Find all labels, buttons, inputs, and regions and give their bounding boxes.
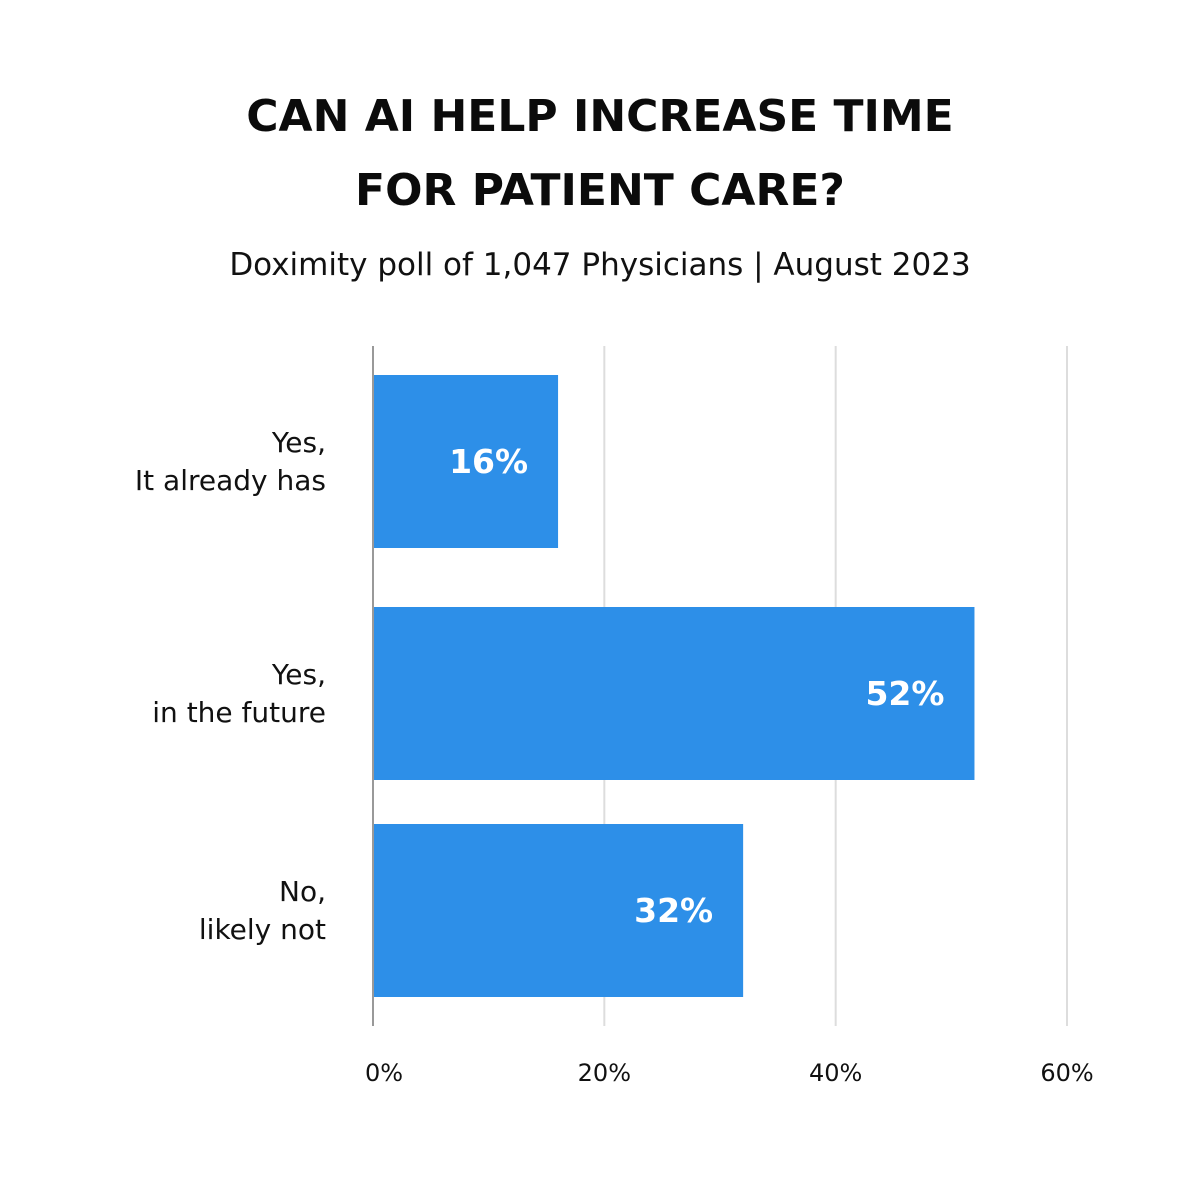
chart-subtitle: Doximity poll of 1,047 Physicians | Augu… xyxy=(229,247,971,283)
labels: 16% Yes, It already has 52% Yes, in the futur… xyxy=(135,426,1094,1087)
x-tick-label: 0% xyxy=(365,1059,403,1087)
chart-title: CAN AI HELP INCREASE TIME FOR PATIENT CA… xyxy=(0,80,1200,228)
x-tick-label: 20% xyxy=(578,1059,631,1087)
category-label: Yes, xyxy=(271,658,326,691)
chart-title-line-1: CAN AI HELP INCREASE TIME xyxy=(246,91,954,142)
category-label: in the future xyxy=(152,696,326,729)
data-label: 16% xyxy=(449,442,528,481)
category-label: No, xyxy=(279,875,326,908)
bars xyxy=(373,375,975,997)
category-label: likely not xyxy=(199,913,326,946)
category-label: Yes, xyxy=(271,426,326,459)
data-label: 52% xyxy=(865,674,944,713)
data-label: 32% xyxy=(634,891,713,930)
category-label: It already has xyxy=(135,464,326,497)
chart-title-line-2: FOR PATIENT CARE? xyxy=(355,165,845,216)
bar xyxy=(373,375,559,548)
bar xyxy=(373,607,975,780)
bar xyxy=(373,824,744,997)
x-tick-label: 40% xyxy=(809,1059,862,1087)
x-tick-label: 60% xyxy=(1040,1059,1093,1087)
